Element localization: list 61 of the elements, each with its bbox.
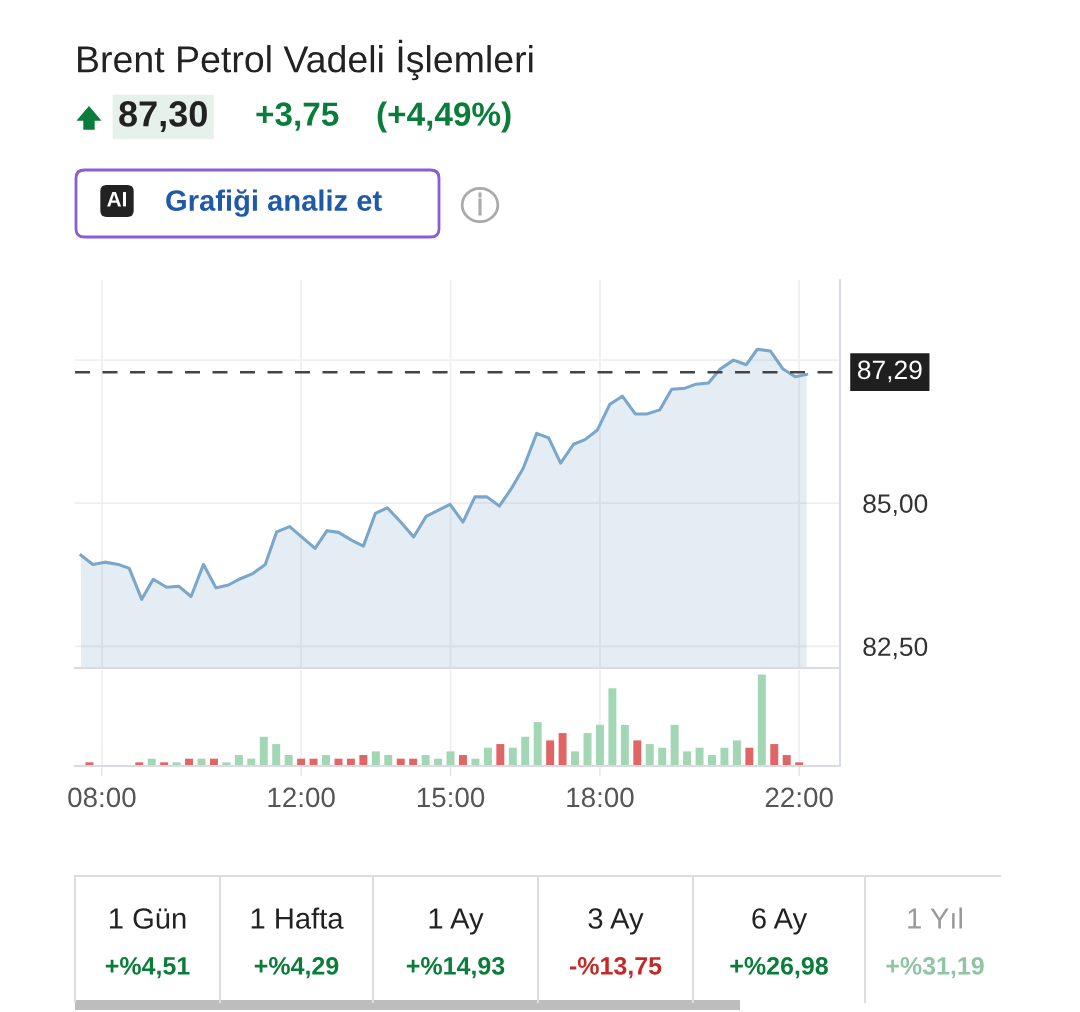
bar bbox=[558, 733, 567, 766]
bar bbox=[458, 755, 467, 766]
text: AI bbox=[107, 192, 127, 207]
bar bbox=[708, 755, 716, 766]
x-tick-label: 12:00 bbox=[268, 787, 335, 808]
bar bbox=[384, 755, 393, 766]
bar bbox=[608, 688, 617, 766]
bar bbox=[782, 755, 791, 766]
bar bbox=[533, 722, 542, 766]
category-label: 6 Ay bbox=[752, 908, 808, 935]
bar bbox=[683, 751, 692, 766]
text: +%4,51 bbox=[105, 957, 190, 979]
bar bbox=[521, 736, 530, 766]
bar bbox=[371, 751, 380, 766]
category-label: 1 Hafta bbox=[251, 907, 344, 929]
category-label: 1 Ay bbox=[429, 908, 484, 935]
text: -%13,75 bbox=[569, 957, 662, 979]
bar bbox=[571, 751, 580, 766]
bar bbox=[284, 755, 293, 766]
bar bbox=[322, 755, 330, 766]
bar bbox=[496, 744, 505, 766]
bar bbox=[259, 736, 268, 766]
bar bbox=[446, 751, 455, 766]
category-label: 1 Yıl bbox=[908, 907, 962, 929]
text: Grafiği analiz et bbox=[166, 189, 382, 217]
bar bbox=[645, 744, 654, 766]
bar bbox=[633, 740, 642, 766]
bar bbox=[732, 740, 741, 766]
x-tick-label: 15:00 bbox=[417, 787, 485, 808]
text: +%31,19 bbox=[886, 957, 984, 979]
text: (+4,49%) bbox=[377, 101, 511, 133]
bar bbox=[757, 674, 766, 766]
text: 87,30 bbox=[119, 101, 207, 132]
bar bbox=[234, 755, 243, 766]
y-tick-label: 85,00 bbox=[863, 494, 928, 517]
bar bbox=[770, 744, 779, 766]
bar bbox=[695, 747, 704, 766]
bar bbox=[359, 755, 368, 766]
x-tick-label: 18:00 bbox=[567, 787, 634, 808]
bar bbox=[421, 755, 430, 766]
x-tick-label: 22:00 bbox=[765, 787, 833, 808]
text: +%4,29 bbox=[254, 957, 339, 979]
category-label: 3 Ay bbox=[588, 908, 644, 935]
text: +%14,93 bbox=[406, 957, 505, 979]
bar bbox=[745, 747, 754, 766]
category-label: 1 Gün bbox=[110, 908, 186, 929]
bar bbox=[483, 747, 492, 766]
bar bbox=[508, 747, 517, 766]
text: +%26,98 bbox=[730, 957, 828, 979]
text: +3,75 bbox=[256, 102, 339, 131]
bar bbox=[595, 724, 604, 766]
chart-title: Brent Petrol Vadeli İşlemleri bbox=[78, 39, 533, 81]
bar bbox=[546, 740, 555, 766]
bar bbox=[272, 744, 281, 766]
x-tick-label: 08:00 bbox=[68, 787, 136, 808]
y-tick-label: 82,50 bbox=[863, 637, 928, 660]
bar bbox=[658, 747, 667, 766]
ref-line-label: 87,29 bbox=[857, 360, 922, 383]
bar bbox=[670, 724, 679, 766]
bar bbox=[720, 747, 729, 766]
bar bbox=[620, 724, 629, 766]
